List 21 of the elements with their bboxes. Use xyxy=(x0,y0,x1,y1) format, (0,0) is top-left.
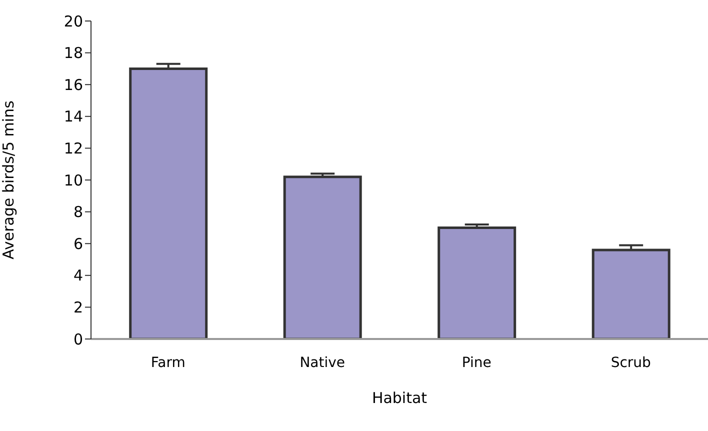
bar xyxy=(129,67,208,339)
bar xyxy=(283,176,362,339)
y-tick-label: 2 xyxy=(73,298,83,317)
x-tick-label: Native xyxy=(300,354,346,371)
x-tick-label: Pine xyxy=(462,354,492,371)
y-tick-label: 4 xyxy=(73,266,83,285)
y-tick-label: 6 xyxy=(73,234,83,253)
y-tick-label: 10 xyxy=(64,171,83,190)
y-axis-title: Average birds/5 mins xyxy=(0,100,18,260)
bar xyxy=(438,226,516,339)
y-tick-label: 16 xyxy=(64,76,83,94)
y-tick-label: 18 xyxy=(64,44,83,62)
x-axis-title: Habitat xyxy=(372,389,428,407)
bar xyxy=(592,248,670,339)
y-tick-label: 8 xyxy=(73,203,83,222)
y-tick-label: 0 xyxy=(73,330,83,348)
y-tick-label: 20 xyxy=(64,12,83,30)
x-tick-label: Scrub xyxy=(610,354,652,371)
y-tick-label: 14 xyxy=(64,108,83,126)
y-tick-label: 12 xyxy=(64,140,83,158)
x-tick-label: Farm xyxy=(150,354,186,371)
